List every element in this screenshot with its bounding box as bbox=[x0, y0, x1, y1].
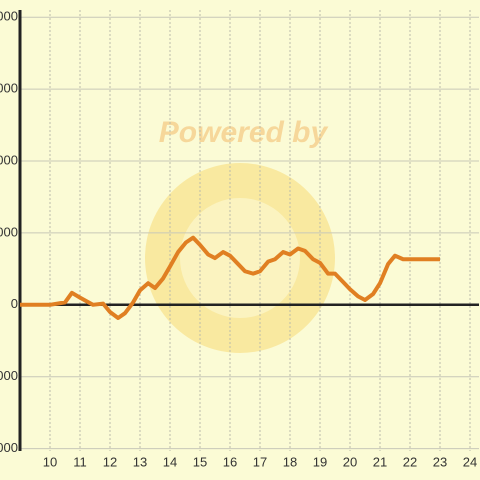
y-tick-label: -6,000 bbox=[0, 440, 18, 455]
x-tick-label: 13 bbox=[133, 454, 147, 469]
y-tick-label: 12,000 bbox=[0, 9, 18, 24]
data-line bbox=[20, 235, 440, 320]
logo-inner bbox=[180, 198, 300, 318]
x-tick-label: 24 bbox=[463, 454, 477, 469]
x-tick-label: 17 bbox=[253, 454, 267, 469]
y-tick-label: 6,000 bbox=[0, 152, 18, 167]
x-tick-label: 15 bbox=[193, 454, 207, 469]
y-tick-label: -3,000 bbox=[0, 368, 18, 383]
y-tick-label: 0 bbox=[11, 296, 18, 311]
x-tick-label: 22 bbox=[403, 454, 417, 469]
x-tick-label: 16 bbox=[223, 454, 237, 469]
y-tick-label: 3,000 bbox=[0, 224, 18, 239]
watermark: Powered by bbox=[159, 116, 329, 149]
y-tick-label: 9,000 bbox=[0, 81, 18, 96]
x-tick-label: 21 bbox=[373, 454, 387, 469]
x-tick-label: 12 bbox=[103, 454, 117, 469]
x-tick-label: 23 bbox=[433, 454, 447, 469]
x-tick-label: 19 bbox=[313, 454, 327, 469]
x-tick-label: 20 bbox=[343, 454, 357, 469]
x-tick-label: 10 bbox=[43, 454, 57, 469]
x-tick-label: 14 bbox=[163, 454, 177, 469]
x-tick-label: 18 bbox=[283, 454, 297, 469]
x-tick-label: 11 bbox=[73, 454, 87, 469]
